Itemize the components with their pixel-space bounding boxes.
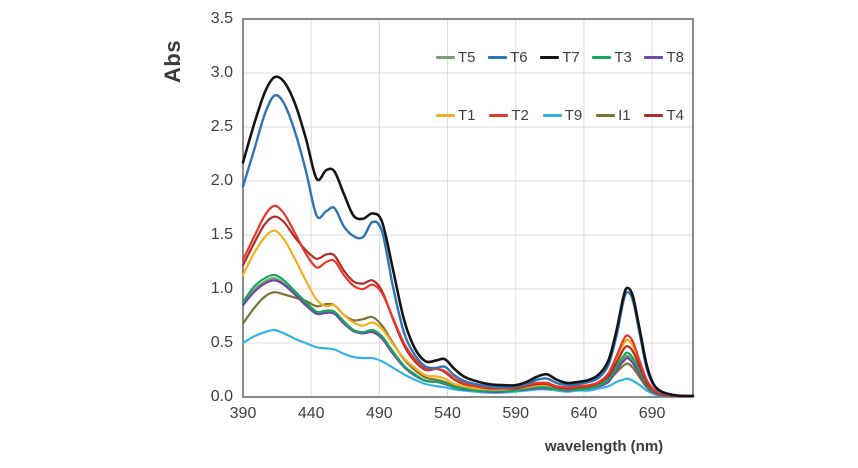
legend-swatch-T2 [489,113,509,117]
legend-swatch-T9 [542,113,562,117]
x-tick-640: 640 [570,405,598,422]
y-tick-2.0: 2.0 [210,172,233,189]
legend-item-T9: T9 [542,106,583,124]
legend-swatch-T3 [592,55,612,59]
legend-item-T1: T1 [436,107,476,124]
y-tick-2.5: 2.5 [210,118,233,135]
legend-swatch-T4 [644,113,664,117]
legend-label-T6: T6 [510,48,528,66]
plot-border [242,18,694,398]
y-tick-0.5: 0.5 [210,334,233,351]
y-tick-1.5: 1.5 [210,226,233,243]
legend-swatch-T1 [436,113,455,117]
legend-label-T2: T2 [511,106,529,124]
x-tick-440: 440 [297,405,325,422]
legend-item-T2: T2 [489,107,529,124]
y-tick-3.0: 3.0 [210,64,233,81]
series-line-T7 [241,75,695,398]
y-tick-1.0: 1.0 [210,280,233,297]
x-tick-690: 690 [638,405,666,422]
legend-label-T8: T8 [666,48,684,66]
y-tick-0.0: 0.0 [210,388,233,405]
legend-label-I1: I1 [618,106,631,124]
legend-item-T3: T3 [592,49,632,66]
legend-label-T5: T5 [458,48,476,66]
legend-label-T9: T9 [564,106,583,124]
x-tick-490: 490 [366,405,393,422]
legend-label-T1: T1 [458,106,476,124]
legend-item-T8: T8 [644,49,684,66]
legend-swatch-T6 [488,55,508,59]
y-tick-3.5: 3.5 [210,10,233,27]
legend-swatch-T8 [644,55,664,59]
legend-item-T7: T7 [540,49,580,66]
legend-row-2: T1 T2 T9 I1 T4 [436,106,684,124]
legend-swatch-T7 [540,55,560,59]
legend-row-1: T5 T6 T7 T3 T8 [436,48,684,66]
x-axis-title: wavelength (nm) [544,438,664,455]
legend-label-T4: T4 [666,106,684,124]
legend-swatch-I1 [596,113,616,117]
legend-item-I1: I1 [596,107,631,124]
series-line-T2 [241,204,695,398]
x-tick-540: 540 [434,405,461,422]
legend-swatch-T5 [436,55,455,59]
legend-item-T5: T5 [436,49,476,66]
series-line-T1 [241,229,695,398]
legend-item-T6: T6 [488,49,528,66]
series-line-T3 [241,273,695,398]
legend-label-T7: T7 [562,48,580,66]
x-tick-390: 390 [229,405,257,422]
legend-item-T4: T4 [644,107,684,124]
series-line-T6 [241,94,695,398]
x-tick-590: 590 [502,405,530,422]
legend-label-T3: T3 [614,48,632,66]
